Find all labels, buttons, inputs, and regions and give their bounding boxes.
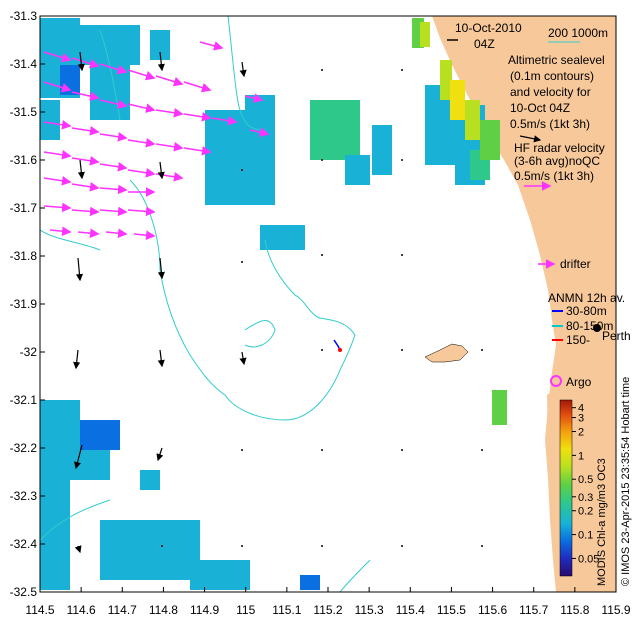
x-tick-label: 114.6 (67, 603, 96, 617)
altimetry-vectors (73, 51, 247, 554)
altimetry-text-4: 10-Oct 04Z (510, 101, 570, 115)
y-axis: -31.3 -31.4 -31.5 -31.6 -31.7 -31.8 -31.9 -32 -3… (10, 9, 45, 599)
argo-marker (550, 375, 562, 387)
y-tick-label: -32.1 (10, 393, 38, 407)
depth-contour-label: 200 1000m (548, 26, 608, 40)
anmn-label-3: 150- (566, 333, 590, 347)
colorbar-gradient (559, 399, 573, 577)
x-tick-label: 114.7 (108, 603, 137, 617)
altimetry-grid-dots (161, 69, 483, 547)
hf-text-2: (3-6h avg)noQC (514, 154, 600, 168)
y-tick-label: -31.8 (10, 249, 38, 263)
x-tick-label: 114.5 (25, 603, 54, 617)
x-tick-label: 115.4 (396, 603, 425, 617)
date-label: 10-Oct-2010 (455, 21, 522, 35)
altimetry-scale-label: 0.5m/s (1kt 3h) (510, 117, 590, 131)
anmn-label-1: 30-80m (566, 304, 607, 318)
y-tick-label: -31.5 (10, 105, 38, 119)
hf-radar-vectors (43, 41, 270, 240)
altimetry-text-1: Altimetric sealevel (508, 53, 605, 67)
x-tick-label: 115.5 (437, 603, 466, 617)
x-tick-label: 115.7 (519, 603, 548, 617)
colorbar-tick-label: 4 (578, 403, 584, 415)
y-tick-label: -31.4 (10, 57, 38, 71)
perth-marker (593, 324, 601, 332)
altimetry-text-3: and velocity for (510, 85, 591, 99)
y-tick-label: -32.3 (10, 489, 38, 503)
x-tick-label: 115.8 (560, 603, 589, 617)
time-label: 04Z (474, 37, 495, 51)
colorbar-tick-label: 2 (578, 427, 584, 439)
perth-label: Perth (602, 329, 631, 343)
x-tick-label: 115.3 (355, 603, 384, 617)
colorbar-tick-label: 3 (578, 413, 584, 425)
drifter-legend-label: drifter (560, 257, 591, 271)
hf-text-1: HF radar velocity (514, 141, 605, 155)
x-tick-label: 114.9 (190, 603, 219, 617)
credit-text: © IMOS 23-Apr-2015 23:35:54 Hobart time (620, 377, 632, 586)
x-tick-label: 115 (236, 603, 255, 617)
x-axis: 114.5 114.6 114.7 114.8 114.9 115 115.1 115.2 11… (25, 587, 631, 617)
y-tick-label: -32.5 (10, 585, 38, 599)
y-tick-label: -31.9 (10, 297, 38, 311)
colorbar-tick-label: 0.5 (578, 474, 593, 486)
altimetry-text-2: (0.1m contours) (510, 69, 594, 83)
drifter-track (333, 339, 342, 352)
colorbar-tick-label: 0.1 (578, 530, 593, 542)
x-tick-label: 115.1 (272, 603, 301, 617)
y-tick-label: -31.7 (10, 201, 38, 215)
colorbar-tick-label: 0.2 (578, 506, 593, 518)
anmn-label-2: 80-150m (566, 319, 613, 333)
sealevel-contours (40, 16, 371, 592)
x-tick-label: 115.2 (313, 603, 342, 617)
y-tick-label: -32.2 (10, 441, 38, 455)
y-tick-label: -32 (20, 345, 38, 359)
altimetry-scale-arrow (519, 135, 542, 143)
chlorophyll-layer (40, 18, 507, 590)
colorbar-tick-label: 0.05 (578, 553, 599, 565)
colorbar-title: MODIS Chl-a mg/m3 OC3 (596, 458, 608, 586)
x-tick-label: 114.8 (149, 603, 178, 617)
x-tick-label: 115.6 (478, 603, 507, 617)
argo-label: Argo (566, 375, 592, 389)
x-tick-label: 115.9 (601, 603, 630, 617)
colorbar-ticks: 43 2 1 0.5 0.3 0.2 0.1 0.05 (572, 403, 599, 565)
anmn-title: ANMN 12h av. (548, 291, 625, 305)
colorbar-tick-label: 1 (578, 450, 584, 462)
hf-scale-label: 0.5m/s (1kt 3h) (514, 169, 594, 183)
garden-island (547, 392, 553, 440)
y-tick-label: -31.6 (10, 153, 38, 167)
y-tick-label: -32.4 (10, 537, 38, 551)
rottnest-island (424, 343, 469, 363)
y-tick-label: -31.3 (10, 9, 38, 23)
colorbar-tick-label: 0.3 (578, 492, 593, 504)
colorbar: 43 2 1 0.5 0.3 0.2 0.1 0.05 (559, 399, 599, 577)
